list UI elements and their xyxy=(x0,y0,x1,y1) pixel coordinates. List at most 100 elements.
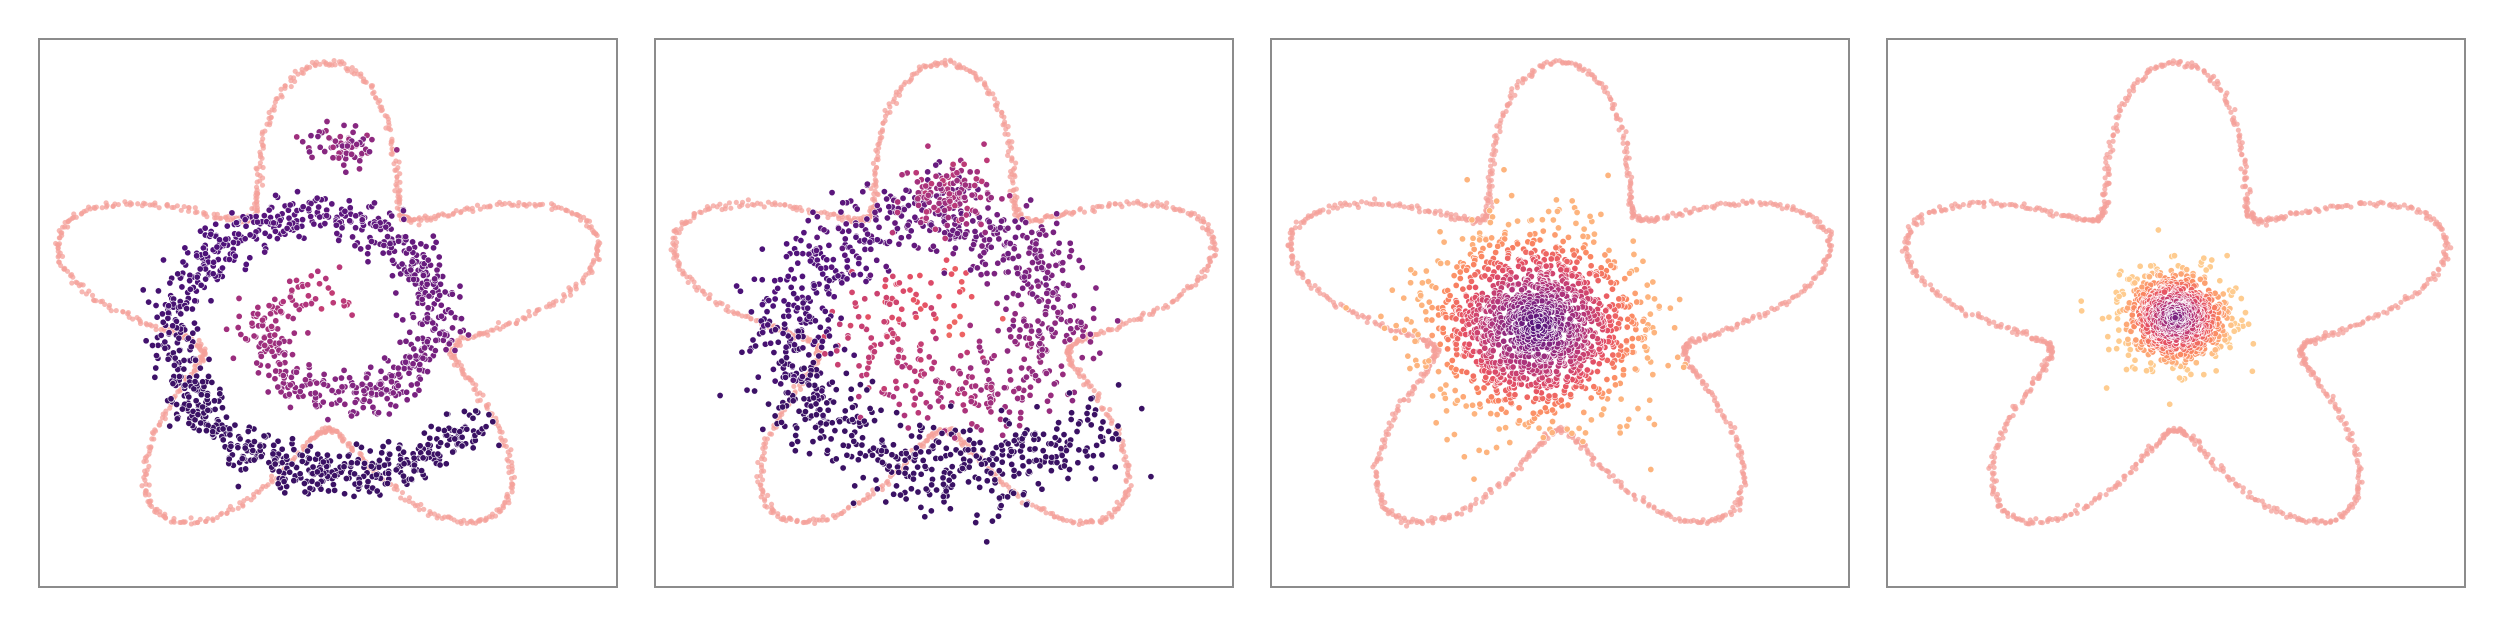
boundary-point xyxy=(533,203,539,209)
boundary-point xyxy=(311,435,318,441)
data-point xyxy=(308,153,316,161)
data-point xyxy=(389,256,397,264)
boundary-point xyxy=(906,79,912,85)
data-point xyxy=(175,346,183,354)
data-point xyxy=(299,203,307,211)
data-point xyxy=(825,277,833,285)
data-point xyxy=(357,443,365,451)
boundary-point xyxy=(1372,196,1378,202)
data-point xyxy=(866,271,874,279)
boundary-point xyxy=(59,253,66,259)
data-point xyxy=(733,282,741,290)
boundary-point xyxy=(841,508,847,515)
data-point xyxy=(165,302,173,310)
data-point xyxy=(1006,192,1014,200)
data-point xyxy=(250,332,258,340)
data-point xyxy=(933,247,941,255)
data-point xyxy=(813,256,821,264)
data-point xyxy=(1051,319,1059,327)
data-point xyxy=(898,363,906,371)
boundary-point xyxy=(147,502,153,508)
boundary-point xyxy=(762,456,768,463)
boundary-point xyxy=(1626,201,1632,207)
data-point xyxy=(1035,297,1043,305)
boundary-point xyxy=(1624,149,1630,155)
data-point xyxy=(323,212,331,220)
data-point xyxy=(322,275,330,283)
boundary-point xyxy=(186,205,192,211)
boundary-point xyxy=(481,204,487,210)
boundary-point xyxy=(249,205,255,212)
data-point xyxy=(157,331,165,339)
data-point xyxy=(399,207,407,215)
data-point xyxy=(924,142,932,150)
data-point xyxy=(1074,459,1082,467)
data-point xyxy=(1008,460,1016,468)
boundary-point xyxy=(1212,252,1218,258)
data-point xyxy=(843,451,851,459)
data-point xyxy=(862,264,870,272)
data-point xyxy=(340,121,348,129)
data-point xyxy=(892,298,900,306)
data-point xyxy=(1057,362,1065,370)
data-point xyxy=(738,348,746,356)
boundary-point xyxy=(1123,454,1129,460)
data-point xyxy=(915,201,922,209)
data-point xyxy=(320,370,328,378)
data-point xyxy=(912,169,920,177)
data-point xyxy=(917,390,925,398)
data-point xyxy=(809,438,817,446)
data-point xyxy=(976,483,984,491)
boundary-point xyxy=(478,516,484,523)
boundary-point xyxy=(1557,58,1563,64)
data-point xyxy=(838,244,846,252)
boundary-point xyxy=(1514,85,1520,91)
data-point xyxy=(360,396,368,404)
boundary-point xyxy=(764,436,770,442)
data-point xyxy=(1031,445,1039,453)
data-point xyxy=(191,416,199,424)
data-point xyxy=(910,296,918,304)
data-point xyxy=(847,395,855,403)
data-point xyxy=(409,238,417,246)
data-point xyxy=(205,372,213,380)
boundary-point xyxy=(1013,186,1019,192)
boundary-point xyxy=(719,301,725,307)
boundary-point xyxy=(787,203,793,209)
boundary-point xyxy=(768,501,775,507)
boundary-point xyxy=(1589,72,1595,78)
boundary-point xyxy=(1208,229,1215,235)
data-point xyxy=(384,469,392,477)
data-point xyxy=(968,373,976,381)
data-point xyxy=(847,385,855,393)
boundary-point xyxy=(159,415,166,421)
data-point xyxy=(191,378,199,386)
data-point xyxy=(950,302,958,310)
boundary-point xyxy=(1623,145,1630,151)
data-point xyxy=(272,191,280,199)
data-point xyxy=(183,305,191,313)
data-point xyxy=(945,331,953,339)
boundary-point xyxy=(758,464,765,470)
data-point xyxy=(348,150,356,158)
boundary-point xyxy=(928,63,934,70)
boundary-point xyxy=(775,511,781,517)
data-point xyxy=(278,445,286,453)
boundary-point xyxy=(1497,124,1503,130)
data-point xyxy=(878,447,886,455)
data-point xyxy=(895,468,903,476)
data-point xyxy=(299,216,307,224)
boundary-point xyxy=(874,149,881,155)
boundary-point xyxy=(1623,154,1630,161)
boundary-point xyxy=(882,113,889,119)
data-point xyxy=(429,319,437,327)
boundary-point xyxy=(1572,61,1579,67)
data-point xyxy=(983,181,990,189)
data-point xyxy=(210,258,218,266)
data-point xyxy=(270,219,278,227)
data-point xyxy=(314,267,322,275)
boundary-point xyxy=(292,454,298,461)
boundary-point xyxy=(981,82,987,88)
boundary-point xyxy=(1695,207,1702,213)
data-point xyxy=(359,404,367,412)
